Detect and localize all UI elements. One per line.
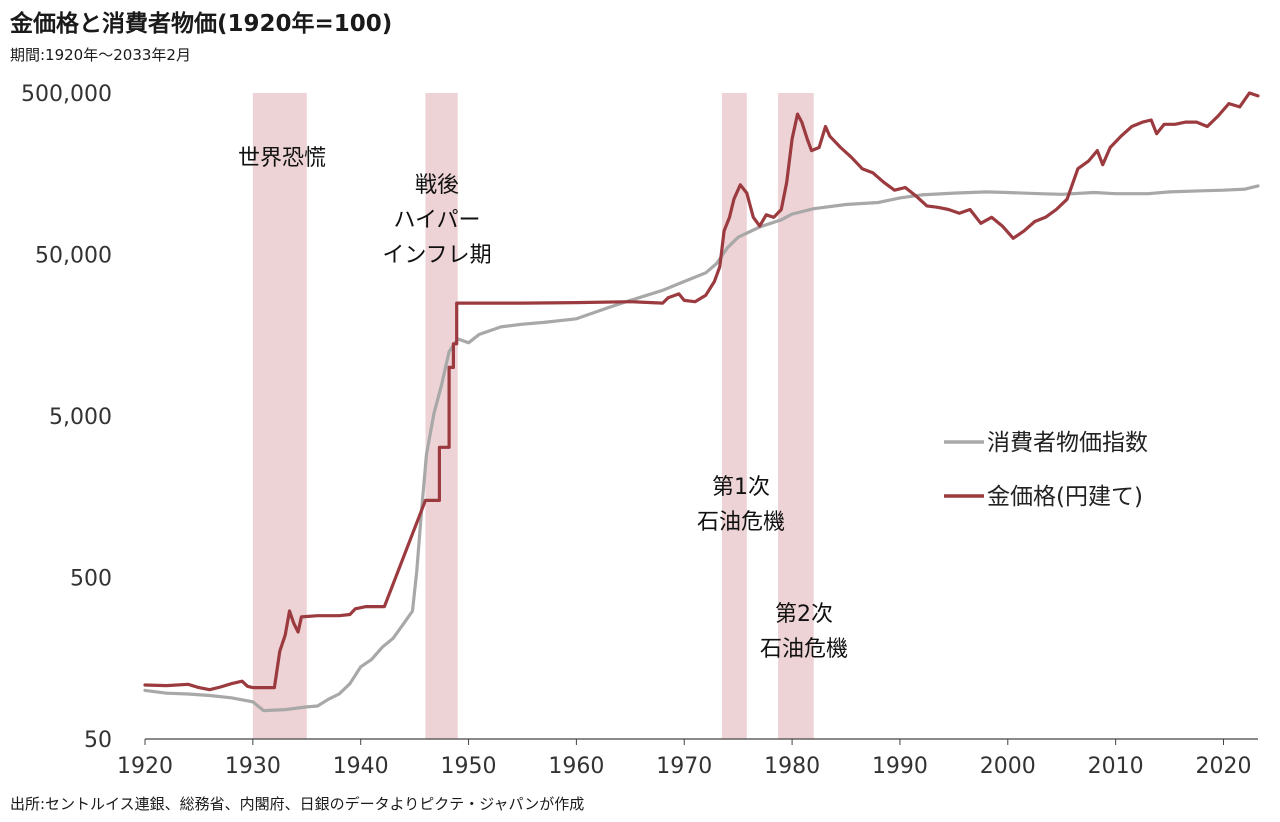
annotation-label: 戦後: [415, 173, 459, 198]
y-tick-label: 500,000: [21, 82, 112, 107]
annotation-label: 石油危機: [760, 637, 848, 662]
y-tick-label: 500: [70, 567, 112, 592]
x-tick-label: 1980: [764, 754, 820, 779]
x-tick-label: 1960: [548, 754, 604, 779]
x-tick-label: 2020: [1195, 754, 1251, 779]
series-lines: [143, 91, 1260, 713]
shaded-periods: [252, 93, 814, 739]
y-tick-label: 50,000: [35, 244, 112, 269]
annotation-label: ハイパー: [393, 208, 480, 233]
legend-label-cpi: 消費者物価指数: [987, 430, 1148, 456]
x-tick-label: 1970: [656, 754, 712, 779]
legend-label-gold: 金価格(円建て): [987, 484, 1143, 510]
chart-subtitle: 期間:1920年～2033年2月: [10, 46, 191, 64]
x-tick-label: 1930: [225, 754, 281, 779]
x-tick-label: 2010: [1088, 754, 1144, 779]
annotation-label: 世界恐慌: [238, 146, 326, 171]
y-axis-ticks: 50 500 5,000 50,000 500,000: [21, 82, 112, 753]
gold-price-line: [143, 91, 1260, 692]
x-tick-label: 1990: [872, 754, 928, 779]
x-tick-label: 1940: [333, 754, 389, 779]
shaded-band-1: [425, 93, 458, 739]
annotation-label: 第2次: [775, 602, 833, 627]
chart-title: 金価格と消費者物価(1920年=100): [10, 11, 393, 37]
legend: 消費者物価指数 金価格(円建て): [944, 430, 1148, 510]
x-tick-label: 2000: [980, 754, 1036, 779]
x-tick-label: 1950: [441, 754, 497, 779]
x-tick-label: 1920: [117, 754, 173, 779]
y-tick-label: 50: [84, 728, 112, 753]
y-tick-label: 5,000: [49, 405, 112, 430]
x-axis-ticks: 1920 1930 1940 1950 1960 1970 1980 1990 2000 2010…: [117, 739, 1251, 779]
shaded-band-0: [252, 93, 307, 739]
annotation-label: 石油危機: [697, 510, 785, 535]
cpi-line: [143, 184, 1260, 713]
annotation-label: インフレ期: [382, 243, 491, 268]
annotation-label: 第1次: [712, 475, 770, 500]
source-note: 出所:セントルイス連銀、総務省、内閣府、日銀のデータよりピクテ・ジャパンが作成: [10, 795, 585, 813]
